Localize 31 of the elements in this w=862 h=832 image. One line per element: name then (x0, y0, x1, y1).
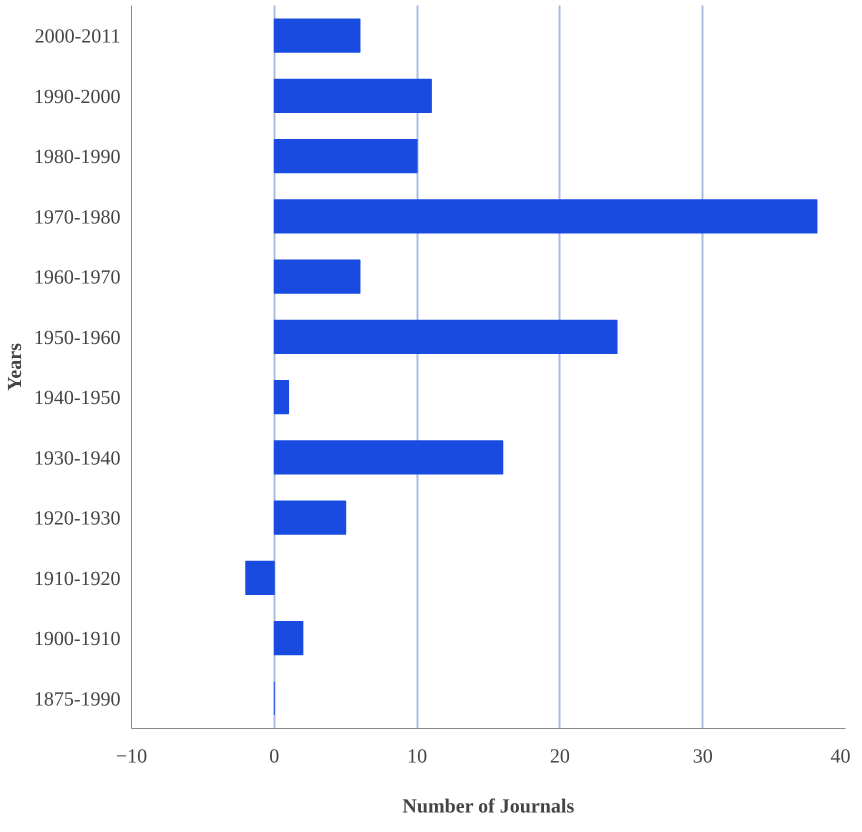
y-tick-label: 1910-1920 (34, 568, 121, 590)
y-tick-label: 1920-1930 (34, 508, 121, 530)
bar (274, 320, 618, 354)
y-tick-label: 1950-1960 (34, 326, 121, 349)
y-tick-label: 1960-1970 (34, 266, 121, 289)
x-tick-label: 0 (269, 746, 280, 768)
x-tick-label: 30 (692, 746, 713, 768)
bar (274, 139, 418, 174)
x-tick-label: −10 (116, 746, 148, 768)
x-tick-label: 20 (550, 746, 570, 768)
y-tick-label: 1875-1990 (34, 688, 121, 710)
y-tick-label: 1930-1940 (34, 447, 121, 470)
bar (274, 621, 304, 656)
y-tick-label: 2000-2011 (34, 26, 121, 48)
x-axis-title: Number of Journals (402, 796, 574, 818)
bar (274, 199, 818, 234)
bar (274, 260, 360, 294)
bar (274, 78, 432, 113)
y-axis-title: Years (4, 342, 26, 391)
bar (274, 18, 360, 53)
y-tick-label: 1990-2000 (34, 86, 121, 108)
bar (274, 380, 290, 414)
x-tick-label: 40 (830, 746, 850, 768)
bar (274, 440, 504, 474)
x-tick-label: 10 (407, 746, 428, 768)
y-tick-label: 1980-1990 (34, 146, 121, 168)
y-tick-label: 1940-1950 (34, 387, 121, 410)
y-tick-label: 1900-1910 (34, 628, 121, 650)
y-tick-label: 1970-1980 (34, 206, 121, 228)
bar (245, 560, 275, 595)
bar (274, 500, 346, 535)
